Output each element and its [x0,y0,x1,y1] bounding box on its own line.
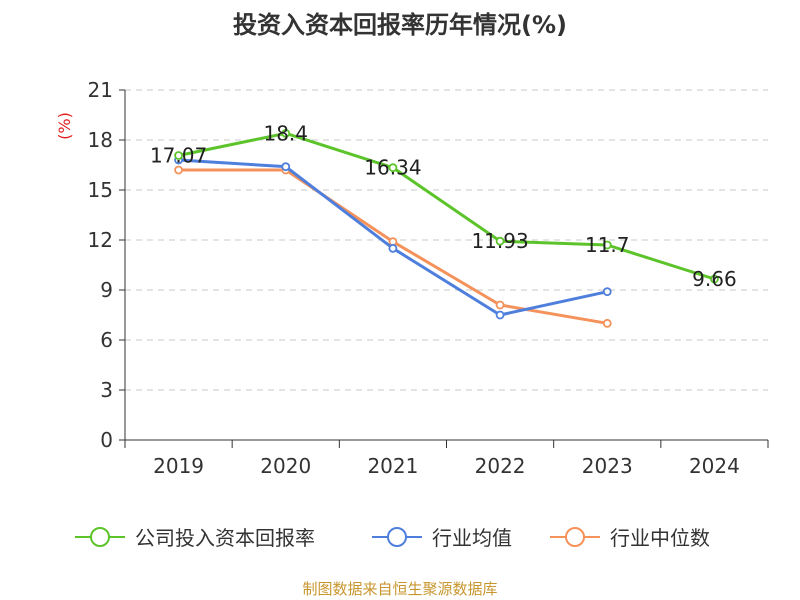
data-point [495,300,505,310]
data-labels: 17.07 18.4 16.34 11.93 11.7 9.66 [150,121,737,291]
series-line-0 [178,131,715,281]
data-point [710,274,719,284]
source-note: 制图数据来自恒生聚源数据库 [302,580,497,598]
axes: 0 3 6 9 12 15 18 21 2019 2020 2021 2022 2023 2024 [88,78,769,478]
y-unit-label: (%) [55,112,74,140]
x-tick-label: 2023 [582,454,633,478]
data-point [602,240,612,250]
x-tick-label: 2020 [260,454,311,478]
x-tick-label: 2021 [367,454,418,478]
data-point [495,310,505,320]
legend-marker [387,527,407,547]
chart-title: 投资入资本回报率历年情况(%) [233,11,567,39]
y-tick-label: 18 [88,128,113,152]
legend-label: 行业均值 [432,526,512,550]
y-tick-label: 15 [88,178,113,202]
data-point [281,162,291,172]
data-point [602,318,612,328]
data-point [388,163,398,173]
y-tick-label: 6 [100,328,113,352]
grid-lines [125,89,768,391]
x-tick-label: 2022 [475,454,526,478]
legend-marker [90,527,110,547]
data-label: 11.7 [585,233,630,257]
series-layer [174,128,719,328]
data-point [495,236,505,246]
data-label: 16.34 [364,156,421,180]
legend-marker [565,527,585,547]
y-tick-label: 0 [100,428,113,452]
data-point [602,287,612,297]
y-tick-label: 12 [88,228,113,252]
data-label: 18.4 [263,121,308,145]
y-tick-label: 21 [88,78,113,102]
data-label: 9.66 [692,267,737,291]
data-point [388,243,398,253]
legend-label: 行业中位数 [610,526,710,550]
y-tick-label: 9 [100,278,113,302]
y-tick-label: 3 [100,378,113,402]
data-point [174,151,183,160]
data-point [174,165,183,175]
x-tick-label: 2019 [153,454,204,478]
legend-label: 公司投入资本回报率 [135,526,315,550]
data-label: 17.07 [150,144,207,168]
x-tick-label: 2024 [689,454,740,478]
data-label: 11.93 [471,229,528,253]
data-point [281,128,291,138]
legend: 公司投入资本回报率 行业均值 行业中位数 [75,526,710,550]
